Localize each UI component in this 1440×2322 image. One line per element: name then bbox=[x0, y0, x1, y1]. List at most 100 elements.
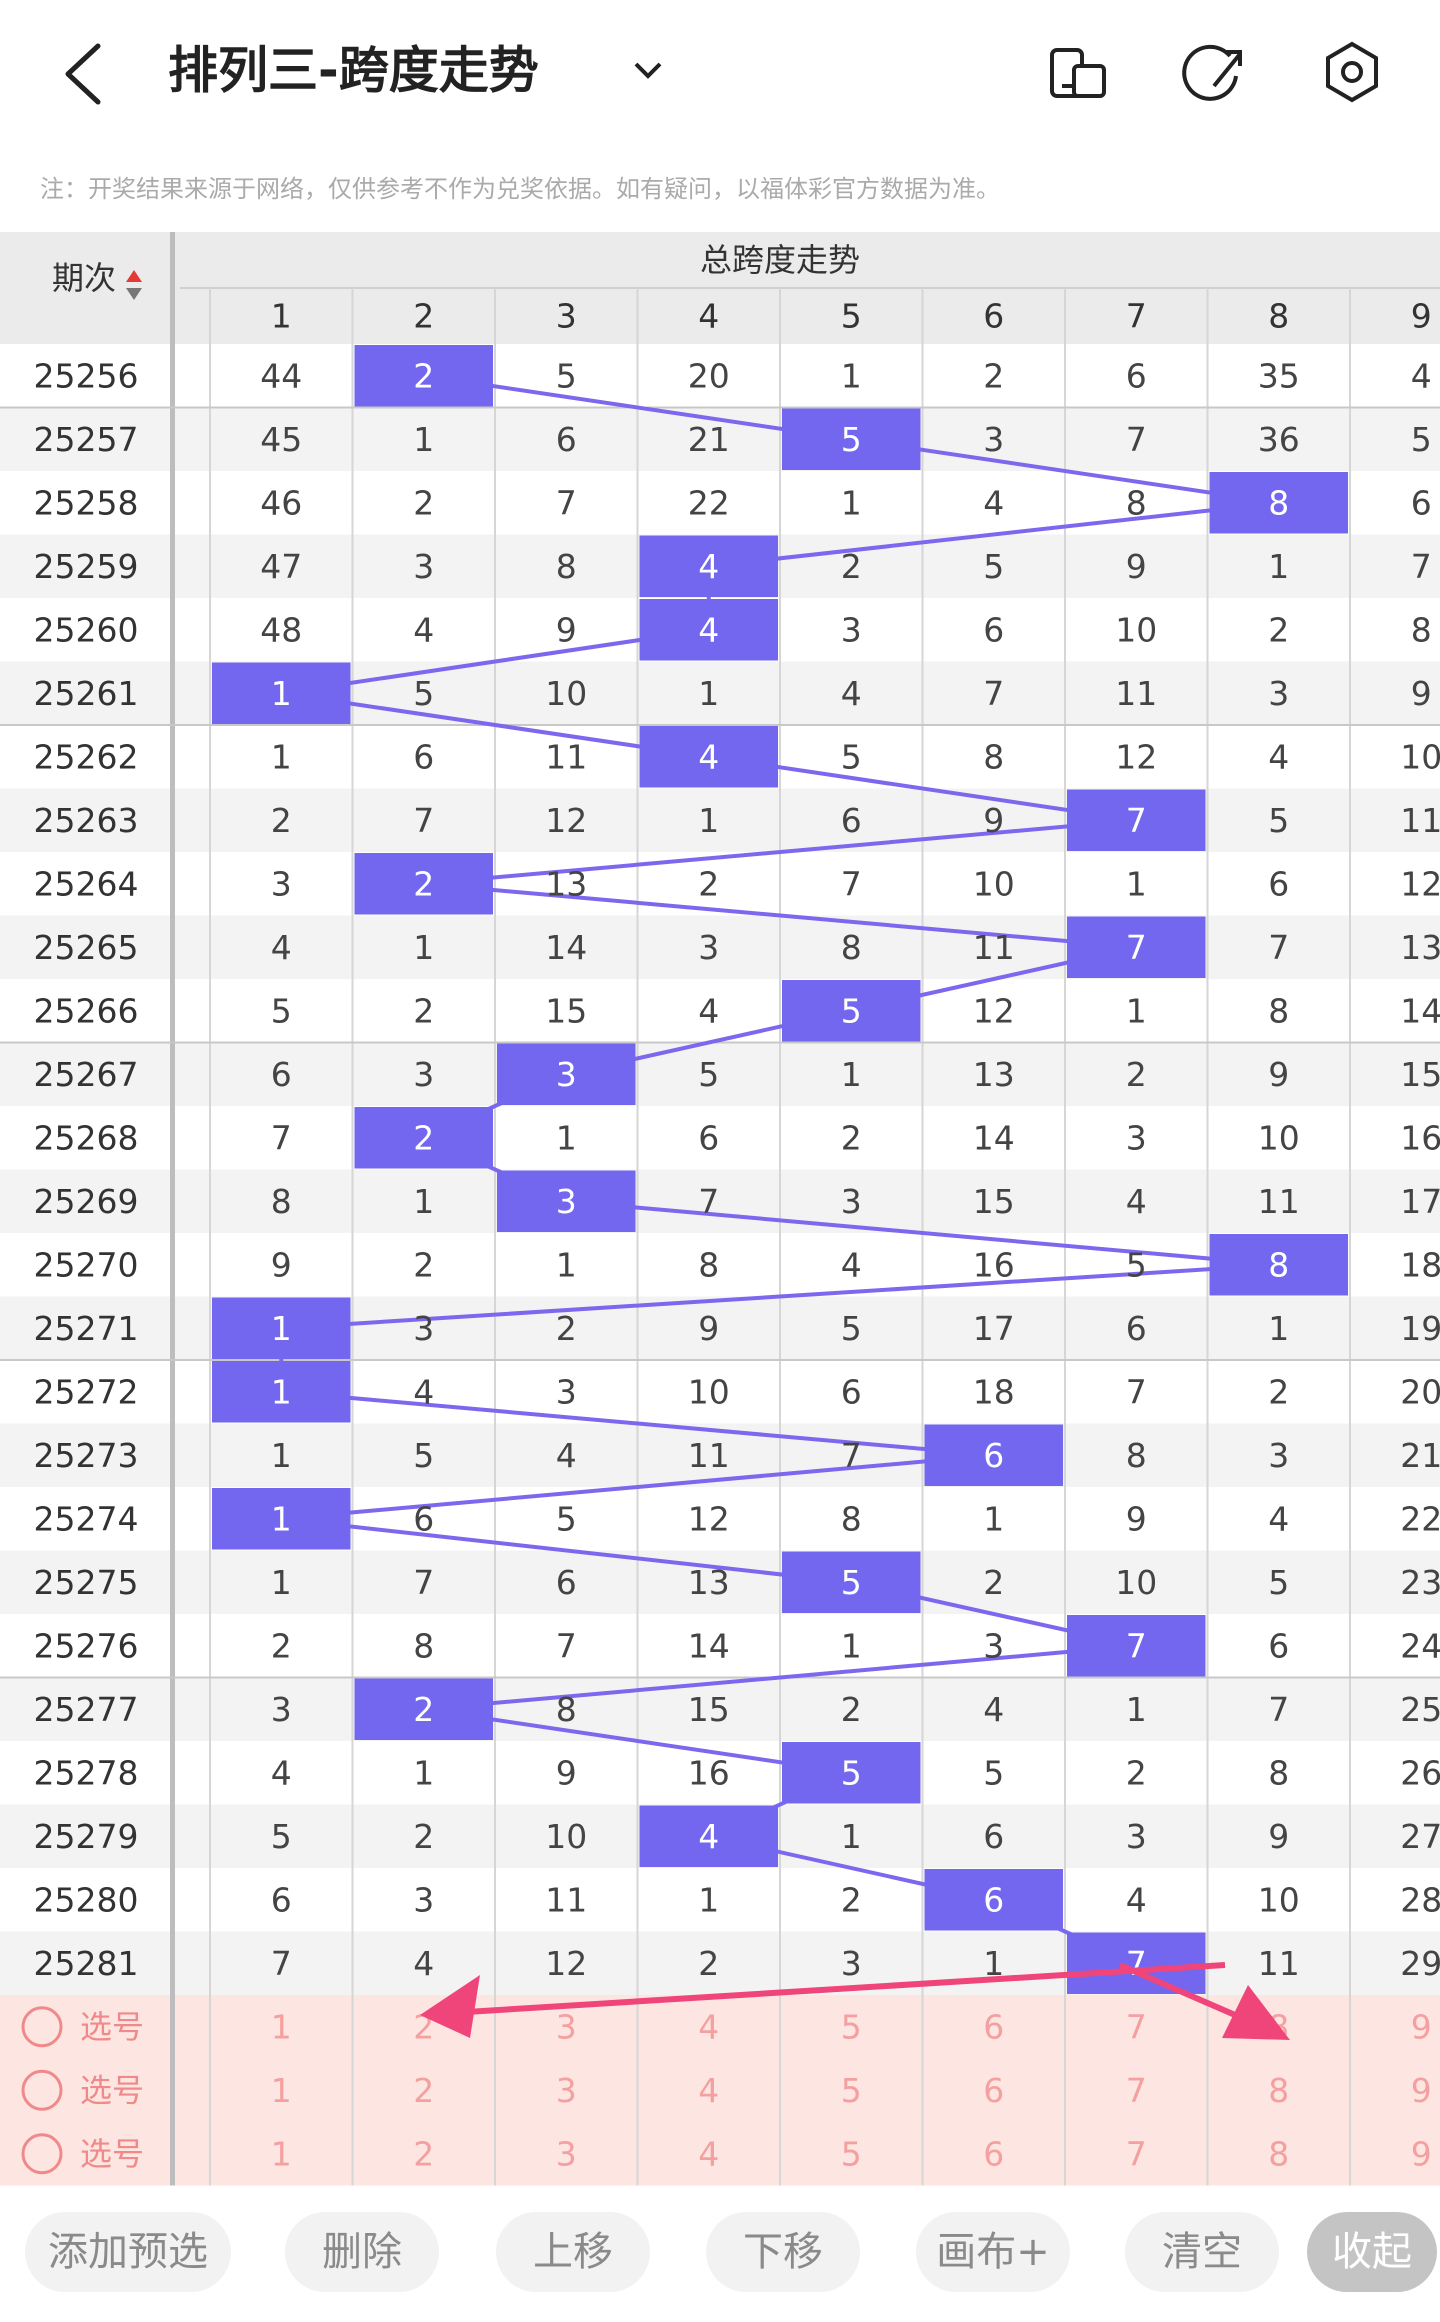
select-number[interactable]: 5 bbox=[841, 2071, 862, 2110]
omission-value: 44 bbox=[260, 356, 302, 395]
omission-value: 6 bbox=[1268, 864, 1289, 903]
omission-value: 9 bbox=[1126, 1499, 1147, 1538]
omission-value: 10 bbox=[1258, 1118, 1300, 1157]
select-number[interactable]: 4 bbox=[698, 2071, 719, 2110]
row-bg bbox=[0, 1169, 1440, 1233]
button-label[interactable]: 下移 bbox=[743, 2229, 823, 2275]
omission-value: 2 bbox=[698, 864, 719, 903]
omission-value: 2 bbox=[413, 1817, 434, 1856]
button-bg[interactable] bbox=[916, 2212, 1070, 2292]
row-bg bbox=[0, 1423, 1440, 1487]
device-icon[interactable] bbox=[1050, 48, 1106, 98]
issue-number: 25262 bbox=[34, 737, 139, 776]
issue-number: 25268 bbox=[34, 1118, 139, 1157]
select-number[interactable]: 2 bbox=[413, 2134, 434, 2173]
select-number[interactable]: 7 bbox=[1126, 2134, 1147, 2173]
title-dropdown[interactable] bbox=[634, 62, 662, 79]
select-number[interactable]: 7 bbox=[1126, 2071, 1147, 2110]
button-bg[interactable] bbox=[25, 2212, 231, 2292]
omission-value: 7 bbox=[698, 1182, 719, 1221]
omission-value: 17 bbox=[973, 1309, 1015, 1348]
button-label[interactable]: 添加预选 bbox=[48, 2229, 208, 2275]
omission-value: 7 bbox=[1126, 420, 1147, 459]
omission-value: 11 bbox=[545, 1880, 587, 1919]
omission-value: 28 bbox=[1400, 1880, 1440, 1919]
span-value: 2 bbox=[413, 1690, 434, 1729]
button-label[interactable]: 删除 bbox=[322, 2229, 402, 2275]
span-value: 4 bbox=[698, 610, 719, 649]
span-highlight bbox=[354, 345, 493, 407]
omission-value: 6 bbox=[556, 420, 577, 459]
button-label[interactable]: 收起 bbox=[1332, 2229, 1412, 2275]
select-number[interactable]: 2 bbox=[413, 2071, 434, 2110]
omission-value: 6 bbox=[1126, 356, 1147, 395]
select-number[interactable]: 5 bbox=[841, 2134, 862, 2173]
select-label: 选号 bbox=[80, 2008, 144, 2046]
omission-value: 7 bbox=[271, 1118, 292, 1157]
omission-value: 8 bbox=[556, 547, 577, 586]
omission-value: 3 bbox=[556, 1372, 577, 1411]
button-label[interactable]: 画布+ bbox=[936, 2229, 1050, 2275]
select-number[interactable]: 8 bbox=[1268, 2071, 1289, 2110]
span-highlight bbox=[639, 535, 778, 597]
select-number[interactable]: 9 bbox=[1411, 2134, 1432, 2173]
select-radio[interactable] bbox=[21, 2069, 63, 2111]
select-number[interactable]: 6 bbox=[983, 2007, 1004, 2046]
omission-value: 2 bbox=[841, 1880, 862, 1919]
select-number[interactable]: 4 bbox=[698, 2007, 719, 2046]
omission-value: 12 bbox=[545, 1944, 587, 1983]
omission-value: 3 bbox=[271, 1690, 292, 1729]
issue-number: 25260 bbox=[34, 610, 139, 649]
select-number[interactable]: 3 bbox=[556, 2134, 577, 2173]
select-number[interactable]: 3 bbox=[556, 2071, 577, 2110]
omission-value: 5 bbox=[556, 356, 577, 395]
button-bg[interactable] bbox=[706, 2212, 860, 2292]
issue-number: 25276 bbox=[34, 1626, 139, 1665]
select-number[interactable]: 1 bbox=[271, 2134, 292, 2173]
button-bg[interactable] bbox=[496, 2212, 650, 2292]
span-value: 2 bbox=[413, 1118, 434, 1157]
select-radio[interactable] bbox=[21, 2133, 63, 2175]
button-bg[interactable] bbox=[285, 2212, 439, 2292]
omission-value: 27 bbox=[1400, 1817, 1440, 1856]
omission-value: 11 bbox=[973, 928, 1015, 967]
omission-value: 6 bbox=[1126, 1309, 1147, 1348]
issue-number: 25273 bbox=[34, 1436, 139, 1475]
select-number[interactable]: 3 bbox=[556, 2007, 577, 2046]
omission-value: 5 bbox=[1268, 801, 1289, 840]
issue-number: 25274 bbox=[34, 1499, 139, 1538]
button-bg[interactable] bbox=[1125, 2212, 1279, 2292]
omission-value: 12 bbox=[973, 991, 1015, 1030]
omission-value: 11 bbox=[1115, 674, 1157, 713]
omission-value: 1 bbox=[841, 1817, 862, 1856]
select-number[interactable]: 1 bbox=[271, 2071, 292, 2110]
omission-value: 15 bbox=[1400, 1055, 1440, 1094]
select-number[interactable]: 9 bbox=[1411, 2071, 1432, 2110]
omission-value: 14 bbox=[1400, 991, 1440, 1030]
title: 排列三-跨度走势 bbox=[168, 42, 539, 100]
omission-value: 15 bbox=[545, 991, 587, 1030]
button-label[interactable]: 清空 bbox=[1162, 2229, 1242, 2275]
select-number[interactable]: 6 bbox=[983, 2134, 1004, 2173]
select-number[interactable]: 6 bbox=[983, 2071, 1004, 2110]
select-number[interactable]: 9 bbox=[1411, 2007, 1432, 2046]
omission-value: 16 bbox=[688, 1753, 730, 1792]
select-number[interactable]: 4 bbox=[698, 2134, 719, 2173]
settings-icon[interactable] bbox=[1326, 41, 1378, 103]
button-label[interactable]: 上移 bbox=[533, 2229, 613, 2275]
select-number[interactable]: 1 bbox=[271, 2007, 292, 2046]
issue-number: 25278 bbox=[34, 1753, 139, 1792]
select-number[interactable]: 7 bbox=[1126, 2007, 1147, 2046]
omission-value: 3 bbox=[841, 1944, 862, 1983]
back-button[interactable] bbox=[65, 43, 101, 105]
select-number[interactable]: 5 bbox=[841, 2007, 862, 2046]
select-radio[interactable] bbox=[21, 2006, 63, 2048]
omission-value: 7 bbox=[983, 674, 1004, 713]
omission-value: 11 bbox=[1400, 801, 1440, 840]
share-icon[interactable] bbox=[1182, 44, 1242, 101]
select-number[interactable]: 8 bbox=[1268, 2134, 1289, 2173]
issue-header: 期次 bbox=[52, 259, 116, 297]
button-bg[interactable] bbox=[1307, 2212, 1437, 2292]
omission-value: 7 bbox=[413, 1563, 434, 1602]
omission-value: 5 bbox=[1411, 420, 1432, 459]
